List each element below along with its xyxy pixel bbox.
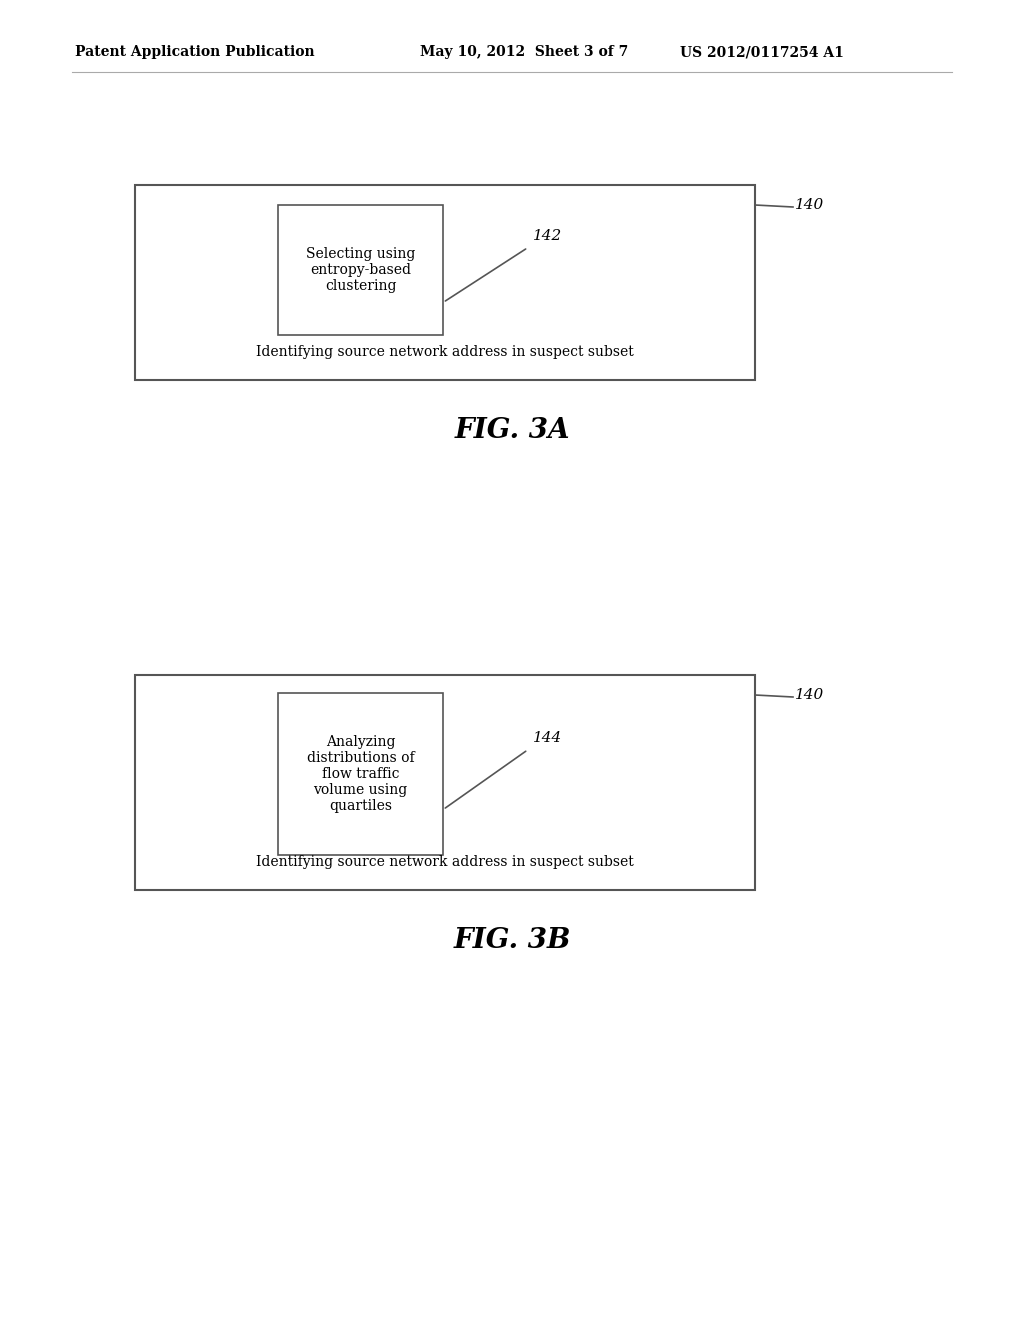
Text: Analyzing
distributions of
flow traffic
volume using
quartiles: Analyzing distributions of flow traffic …	[306, 735, 415, 813]
Text: 142: 142	[534, 228, 562, 243]
Text: 140: 140	[795, 198, 824, 213]
Bar	[135, 185, 755, 380]
Text: 140: 140	[795, 688, 824, 702]
Bar	[278, 205, 443, 335]
Text: FIG. 3A: FIG. 3A	[455, 417, 569, 444]
Text: US 2012/0117254 A1: US 2012/0117254 A1	[680, 45, 844, 59]
Text: FIG. 3B: FIG. 3B	[454, 927, 570, 953]
Text: 144: 144	[534, 731, 562, 744]
Text: May 10, 2012  Sheet 3 of 7: May 10, 2012 Sheet 3 of 7	[420, 45, 629, 59]
Text: Selecting using
entropy-based
clustering: Selecting using entropy-based clustering	[306, 247, 415, 293]
Text: Patent Application Publication: Patent Application Publication	[75, 45, 314, 59]
Bar	[278, 693, 443, 855]
Text: Identifying source network address in suspect subset: Identifying source network address in su…	[256, 855, 634, 869]
Text: Identifying source network address in suspect subset: Identifying source network address in su…	[256, 345, 634, 359]
Bar	[135, 675, 755, 890]
